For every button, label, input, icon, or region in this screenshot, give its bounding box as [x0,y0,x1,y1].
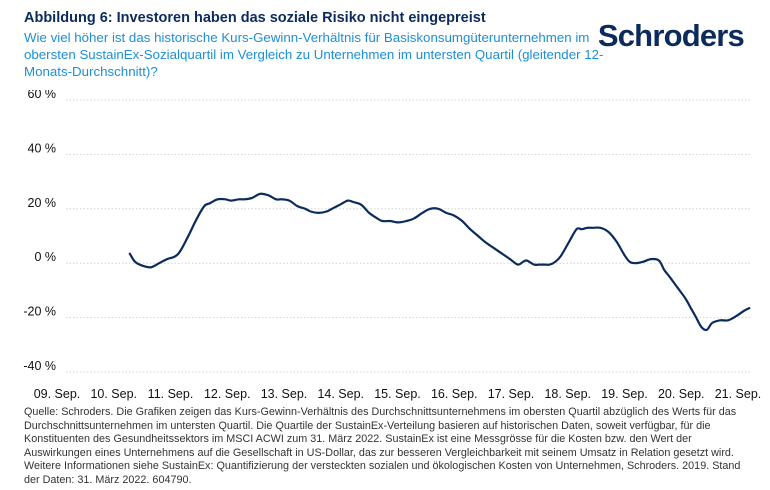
x-tick-label: 19. Sep. [601,387,648,401]
source-note: Quelle: Schroders. Die Grafiken zeigen d… [24,406,741,486]
x-axis-ticks: 09. Sep. 10. Sep. 11. Sep. 12. Sep. 13. Sep.… [34,387,762,401]
line-chart: 60 % 40 % 20 % 0 % -20 % -40 % 09. Sep. 10. Se… [23,87,762,401]
x-tick-label: 09. Sep. [34,387,81,401]
x-tick-label: 10. Sep. [90,387,137,401]
series-layer [128,192,751,332]
x-tick-label: 20. Sep. [658,387,705,401]
chart-subtitle: Wie viel höher ist das historische Kurs-… [24,30,604,79]
series-line [128,192,751,332]
schroders-logo: Schroders [597,18,745,53]
x-tick-label: 17. Sep. [488,387,535,401]
x-tick-label: 11. Sep. [148,387,194,401]
y-tick-label: 0 % [34,250,56,264]
chart-title: Abbildung 6: Investoren haben das sozial… [24,10,486,26]
x-tick-label: 14. Sep. [317,387,364,401]
x-tick-label: 12. Sep. [204,387,251,401]
x-tick-label: 18. Sep. [544,387,591,401]
chart-area: 60 % 40 % 20 % 0 % -20 % -40 % 09. Sep. 10. Se… [0,87,770,410]
y-tick-label: 60 % [28,90,57,101]
x-tick-label: 13. Sep. [261,387,308,401]
y-tick-label: -20 % [23,305,56,319]
y-tick-label: 20 % [28,196,57,210]
y-tick-label: 40 % [28,141,57,155]
x-tick-label: 21. Sep. [715,387,762,401]
gridlines [66,99,752,373]
x-tick-label: 16. Sep. [431,387,478,401]
y-axis-ticks: 60 % 40 % 20 % 0 % -20 % -40 % [23,87,57,373]
x-tick-label: 15. Sep. [374,387,421,401]
y-tick-label: -40 % [23,359,56,373]
